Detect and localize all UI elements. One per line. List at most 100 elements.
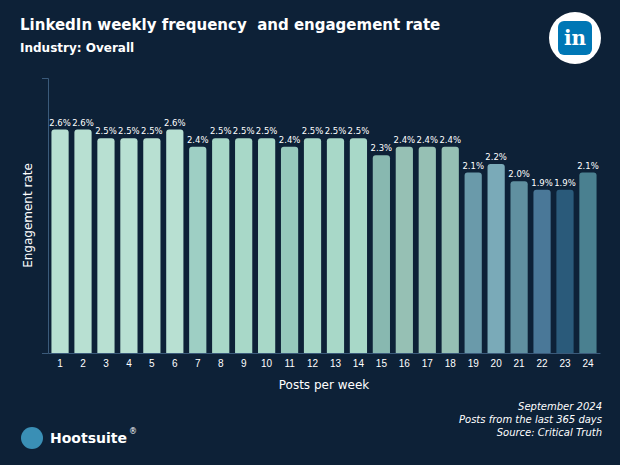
x-tick: 15 xyxy=(376,353,388,369)
footer-text: Hootsuite xyxy=(50,430,127,446)
bar xyxy=(579,173,596,353)
x-tick-label: 3 xyxy=(103,358,109,369)
x-tick-label: 20 xyxy=(491,358,503,369)
data-label: 2.5% xyxy=(141,126,163,136)
data-label: 2.6% xyxy=(72,118,94,128)
x-tick: 2 xyxy=(80,353,86,369)
y-axis-line xyxy=(42,79,49,354)
data-labels: 2.6%2.6%2.5%2.5%2.5%2.6%2.4%2.5%2.5%2.5%… xyxy=(49,118,599,188)
x-tick-label: 23 xyxy=(559,358,571,369)
source-line: Posts from the last 365 days xyxy=(459,414,602,425)
bar xyxy=(488,164,505,353)
x-tick: 17 xyxy=(422,353,434,369)
x-tick-label: 2 xyxy=(80,358,86,369)
x-tick-label: 22 xyxy=(536,358,548,369)
data-label: 2.3% xyxy=(371,143,393,153)
data-label: 1.9% xyxy=(531,178,553,188)
x-tick-label: 13 xyxy=(330,358,342,369)
data-label: 2.6% xyxy=(164,118,186,128)
y-axis xyxy=(42,79,49,354)
x-tick: 5 xyxy=(149,353,155,369)
data-label: 2.5% xyxy=(302,126,324,136)
bar xyxy=(442,147,459,353)
x-tick-label: 8 xyxy=(218,358,224,369)
x-tick-label: 11 xyxy=(284,358,295,369)
x-tick-label: 5 xyxy=(149,358,155,369)
logo: in xyxy=(549,12,601,64)
data-label: 2.4% xyxy=(439,135,461,145)
x-tick: 6 xyxy=(172,353,178,369)
x-tick: 10 xyxy=(261,353,273,369)
data-label: 2.1% xyxy=(462,161,484,171)
bar xyxy=(465,173,482,353)
x-axis: 123456789101112131415161718192021222324 xyxy=(49,353,601,369)
data-label: 2.5% xyxy=(325,126,347,136)
footer-logo: Hootsuite® xyxy=(21,427,137,449)
x-tick: 19 xyxy=(468,353,480,369)
x-tick: 14 xyxy=(353,353,365,369)
data-label: 1.9% xyxy=(554,178,576,188)
x-tick-label: 7 xyxy=(195,358,201,369)
x-tick: 13 xyxy=(330,353,342,369)
data-label: 2.5% xyxy=(210,126,232,136)
x-tick-label: 10 xyxy=(261,358,273,369)
x-tick-label: 4 xyxy=(126,358,132,369)
background xyxy=(0,0,620,465)
x-tick-label: 21 xyxy=(514,358,526,369)
x-tick-label: 1 xyxy=(57,358,63,369)
logo-circle xyxy=(549,12,601,64)
bar xyxy=(51,130,68,353)
x-tick-label: 9 xyxy=(241,358,247,369)
data-label: 2.1% xyxy=(577,161,599,171)
source-line: Source: Critical Truth xyxy=(497,427,602,438)
bars xyxy=(51,130,596,353)
y-axis-title: Engagement rate xyxy=(21,163,35,268)
x-tick: 22 xyxy=(536,353,548,369)
x-tick-label: 14 xyxy=(353,358,365,369)
bar xyxy=(419,147,436,353)
data-label: 2.4% xyxy=(416,135,438,145)
x-tick-label: 15 xyxy=(376,358,388,369)
bar xyxy=(533,190,550,353)
data-label: 2.5% xyxy=(256,126,278,136)
x-tick: 20 xyxy=(491,353,503,369)
x-tick: 18 xyxy=(445,353,457,369)
x-tick-label: 6 xyxy=(172,358,178,369)
data-label: 2.4% xyxy=(394,135,416,145)
subtitle: Industry: Overall xyxy=(20,41,134,55)
x-tick: 23 xyxy=(559,353,571,369)
data-label: 2.5% xyxy=(95,126,117,136)
bar xyxy=(212,138,229,353)
source-line: September 2024 xyxy=(518,401,602,412)
x-tick: 7 xyxy=(195,353,201,369)
x-tick: 11 xyxy=(284,353,295,369)
x-tick: 21 xyxy=(514,353,526,369)
data-label: 2.0% xyxy=(508,169,530,179)
bar xyxy=(74,130,91,353)
bar xyxy=(189,147,206,353)
source-text: September 2024 Posts from the last 365 da… xyxy=(459,401,602,438)
footer-mark: ® xyxy=(129,427,137,436)
plot: 1234567891011121314151617181920212223242… xyxy=(21,79,601,393)
data-label: 2.4% xyxy=(279,135,301,145)
x-tick: 8 xyxy=(218,353,224,369)
bar xyxy=(304,138,321,353)
bar xyxy=(373,155,390,353)
bar xyxy=(396,147,413,353)
logo-text: in xyxy=(564,26,587,50)
data-label: 2.6% xyxy=(49,118,71,128)
footer-icon xyxy=(21,427,43,449)
x-tick: 3 xyxy=(103,353,109,369)
x-axis-title: Posts per week xyxy=(279,378,370,392)
x-tick-label: 12 xyxy=(307,358,319,369)
x-tick-label: 19 xyxy=(468,358,480,369)
x-tick: 9 xyxy=(241,353,247,369)
data-label: 2.4% xyxy=(187,135,209,145)
data-label: 2.5% xyxy=(233,126,255,136)
x-axis-line xyxy=(49,353,601,354)
bar xyxy=(97,138,114,353)
data-label: 2.5% xyxy=(348,126,370,136)
title: LinkedIn weekly frequency and engagement… xyxy=(20,16,440,34)
x-tick-label: 24 xyxy=(582,358,594,369)
x-tick-label: 18 xyxy=(445,358,457,369)
